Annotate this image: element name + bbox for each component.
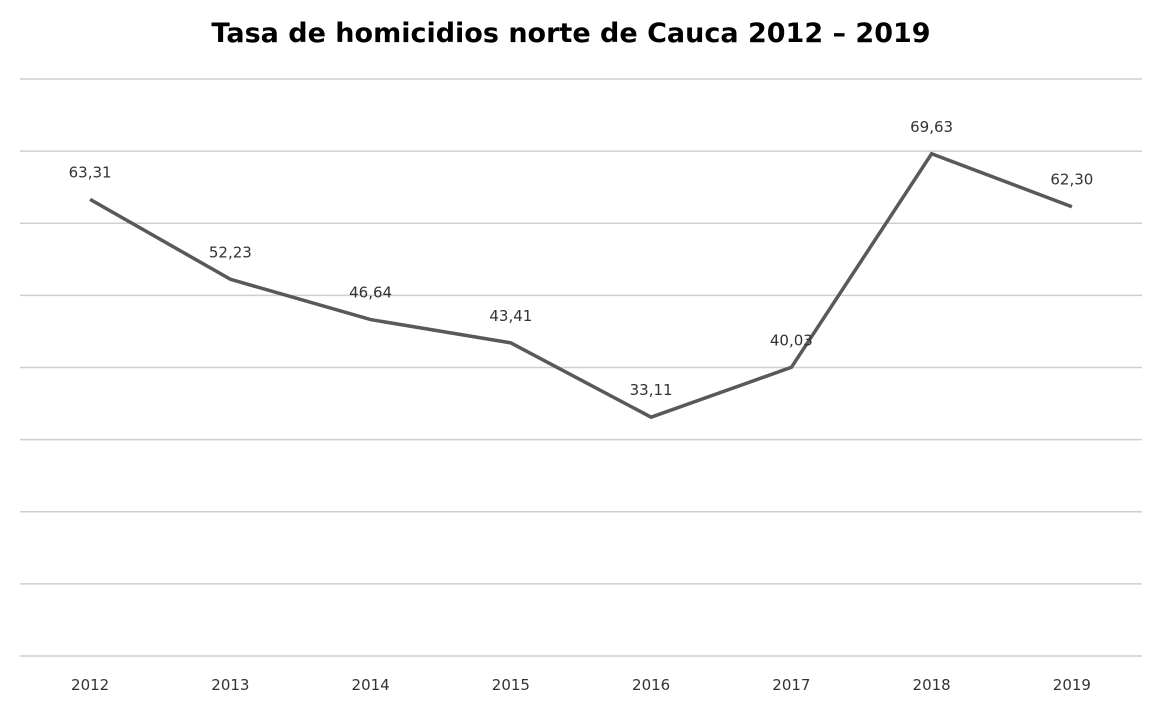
- data-label: 46,64: [349, 284, 392, 302]
- x-axis-ticks: 2012 2013 2014 2015 2016 2017 2018 2019: [71, 676, 1091, 694]
- x-tick-label: 2018: [913, 676, 951, 694]
- series: [89, 151, 1073, 420]
- x-tick-label: 2019: [1053, 676, 1091, 694]
- x-tick-label: 2012: [71, 676, 109, 694]
- x-tick-label: 2013: [211, 676, 249, 694]
- x-tick-label: 2016: [632, 676, 670, 694]
- data-labels: 63,31 52,23 46,64 43,41 33,11 40,03 69,63 62,30: [69, 118, 1094, 399]
- x-tick-label: 2015: [492, 676, 530, 694]
- series-line: [89, 151, 1073, 420]
- x-tick-label: 2014: [352, 676, 390, 694]
- data-label: 43,41: [489, 307, 532, 325]
- gridlines: [20, 78, 1142, 657]
- data-label: 63,31: [69, 163, 112, 181]
- x-tick-label: 2017: [772, 676, 810, 694]
- data-label: 33,11: [630, 381, 673, 399]
- data-label: 40,03: [770, 331, 813, 349]
- data-label: 69,63: [910, 118, 953, 136]
- chart-title: Tasa de homicidios norte de Cauca 2012 –…: [211, 18, 931, 49]
- data-label: 52,23: [209, 243, 252, 261]
- data-label: 62,30: [1050, 171, 1093, 189]
